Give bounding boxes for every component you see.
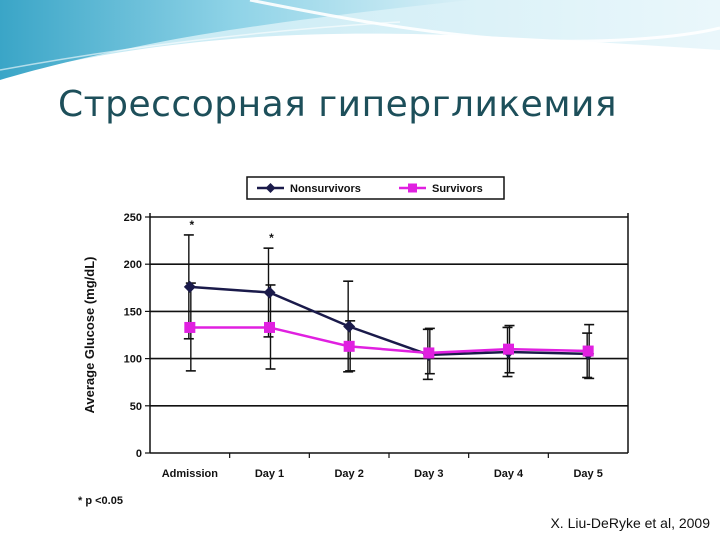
legend-marker-survivors bbox=[408, 183, 417, 193]
y-tick-label-50: 50 bbox=[130, 401, 142, 413]
y-tick-label-100: 100 bbox=[124, 354, 142, 366]
y-tick-label-250: 250 bbox=[124, 212, 142, 224]
data-point-nonsurvivors-2 bbox=[343, 320, 356, 333]
data-point-survivors-1 bbox=[264, 321, 275, 333]
significance-marker-day-1: * bbox=[269, 231, 274, 245]
significance-footnote: * p <0.05 bbox=[78, 495, 123, 507]
data-point-survivors-4 bbox=[503, 343, 514, 355]
x-tick-label-day-1: Day 1 bbox=[255, 468, 284, 480]
legend-label-nonsurvivors: Nonsurvivors bbox=[290, 183, 361, 195]
legend: Nonsurvivors Survivors bbox=[246, 176, 505, 200]
legend-marker-nonsurvivors bbox=[265, 183, 276, 193]
chart-image: 0 50 100 150 200 250 Admission Day 1 Day 2 Day 3 D… bbox=[74, 163, 632, 515]
glucose-line-chart: 0 50 100 150 200 250 Admission Day 1 Day 2 Day 3 D… bbox=[74, 163, 632, 515]
x-tick-label-admission: Admission bbox=[162, 468, 219, 480]
data-point-nonsurvivors-1 bbox=[263, 286, 276, 299]
header-wave-streak-2 bbox=[0, 21, 401, 71]
header-wave-dark bbox=[0, 0, 470, 80]
data-point-survivors-3 bbox=[423, 347, 435, 359]
x-tick-label-day-2: Day 2 bbox=[334, 468, 363, 480]
series-line-survivors bbox=[189, 326, 589, 355]
y-axis-title: Average Glucose (mg/dL) bbox=[82, 257, 97, 414]
data-point-survivors-0 bbox=[184, 321, 196, 333]
series-line-nonsurvivors bbox=[189, 285, 589, 357]
significance-marker-admission: * bbox=[189, 218, 194, 232]
x-tick-label-day-4: Day 4 bbox=[494, 468, 524, 480]
x-tick-label-day-3: Day 3 bbox=[414, 468, 443, 480]
x-tick-label-day-5: Day 5 bbox=[573, 468, 602, 480]
header-wave-streak bbox=[249, 0, 720, 43]
citation: X. Liu-DeRyke et al, 2009 bbox=[550, 515, 710, 531]
data-point-survivors-5 bbox=[582, 345, 594, 357]
data-point-nonsurvivors-0 bbox=[183, 280, 196, 293]
y-tick-label-0: 0 bbox=[136, 448, 142, 460]
legend-box bbox=[246, 176, 505, 200]
slide-title: Стрессорная гипергликемия bbox=[58, 84, 618, 125]
legend-label-survivors: Survivors bbox=[432, 183, 483, 195]
y-tick-label-150: 150 bbox=[124, 306, 142, 318]
chart-background bbox=[74, 163, 632, 515]
y-tick-label-200: 200 bbox=[124, 259, 142, 271]
data-point-survivors-2 bbox=[343, 340, 355, 352]
